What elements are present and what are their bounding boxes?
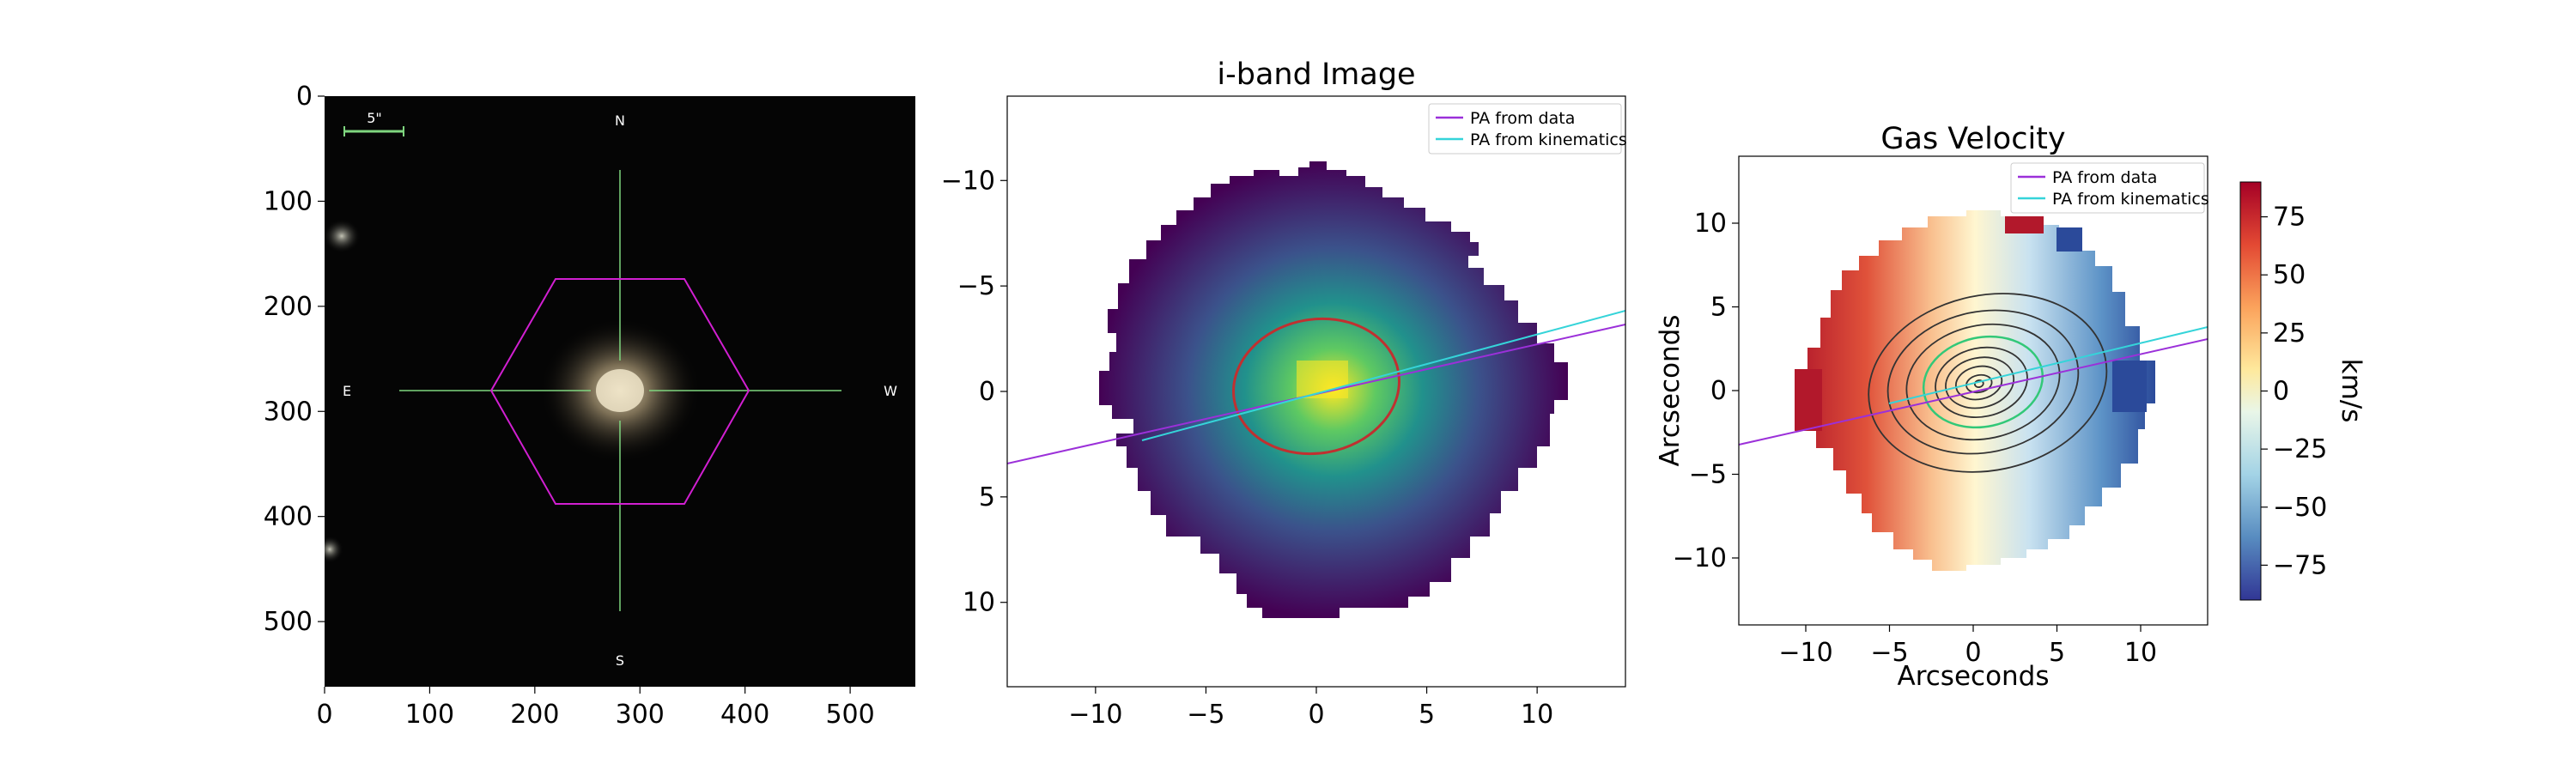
pa-kinematics-line [1141,310,1625,441]
pa-data-line [1739,338,2208,446]
velocity-title: Gas Velocity [1880,122,2065,156]
colorbar-tick-label: 25 [2273,318,2306,349]
colorbar-tick-label: −50 [2273,493,2327,523]
y-tick-label: 5 [979,482,995,512]
colorbar-tick-label: 0 [2273,377,2289,407]
y-tick-label: −5 [957,271,995,301]
gas-velocity-panel: Gas Velocity −10 −5 0 5 101 [1655,122,2366,692]
sdss-cutout-panel: 5" N S E W 0 100 200 300 400 500 0 100 200 300 400… [264,82,915,730]
velocity-pixel [2005,216,2044,233]
colorbar-label: km/s [2336,359,2366,423]
colorbar-tick-label: 75 [2273,203,2306,233]
x-tick-label: 500 [825,700,874,730]
y-tick-label: 5 [1710,293,1727,323]
iband-panel: i-band Image −10 −5 0 5 10 −10 −5 0 5 10 PA from … [941,58,1627,730]
iband-legend: PA from data PA from kinematics [1428,103,1627,155]
y-tick-label: 500 [264,607,313,637]
y-tick-label: −5 [1689,460,1727,490]
y-tick-label: −10 [1673,543,1727,573]
x-tick-label: 5 [2049,638,2065,668]
x-tick-label: −5 [1870,638,1908,668]
x-tick-label: −5 [1187,700,1224,730]
x-tick-label: −10 [1778,638,1832,668]
iband-ticks: −10 −5 0 5 10 −10 −5 0 5 10 [941,166,1554,730]
y-tick-label: 0 [1710,376,1727,406]
ifu-hexagon [489,278,750,505]
colorbar-tick-label: 50 [2273,260,2306,290]
y-tick-label: 200 [264,292,313,322]
y-tick-label: 100 [264,186,313,216]
x-tick-label: 10 [2124,638,2157,668]
velocity-xlabel: Arcseconds [1897,661,2049,692]
y-tick-label: −10 [941,166,995,196]
x-tick-label: 300 [616,700,665,730]
velocity-pixel [2057,227,2082,252]
compass-east: E [343,383,351,399]
legend-label-pa-kinematics: PA from kinematics [1470,130,1627,149]
colorbar-tick-label: −25 [2273,434,2327,464]
colorbar-ticks: 75 50 25 0 −25 −50 −75 [2261,203,2327,580]
x-tick-label: 0 [316,700,332,730]
y-tick-label: 300 [264,397,313,427]
compass-south: S [616,652,624,669]
x-tick-label: 100 [405,700,454,730]
x-tick-label: 0 [1308,700,1324,730]
colorbar-tick-label: −75 [2273,550,2327,580]
y-tick-label: 400 [264,502,313,532]
scale-bar-label: 5" [367,110,382,126]
legend-label-pa-data: PA from data [2052,168,2157,187]
velocity-legend: PA from data PA from kinematics [2010,162,2209,214]
velocity-ylabel: Arcseconds [1655,314,1686,466]
x-tick-label: 5 [1419,700,1435,730]
sdss-ticks: 0 100 200 300 400 500 0 100 200 300 400 500 [264,82,875,730]
velocity-ticks: −10 −5 0 5 10 10 5 0 −5 −10 [1673,209,2157,668]
colorbar [2239,181,2262,601]
y-tick-label: 0 [979,377,995,407]
legend-label-pa-data: PA from data [1470,109,1575,128]
y-tick-label: 0 [296,82,313,112]
x-tick-label: 10 [1521,700,1553,730]
x-tick-label: 200 [510,700,559,730]
velocity-pixel [1795,369,1822,431]
velocity-map [1795,210,2155,571]
galaxy-core [596,369,644,412]
compass-west: W [884,383,897,399]
velocity-pixel [2112,361,2147,412]
pa-kinematics-line [1888,326,2208,404]
x-tick-label: 400 [720,700,769,730]
background-star [325,219,361,253]
iband-title: i-band Image [1217,58,1415,92]
y-tick-label: 10 [1694,209,1727,239]
legend-label-pa-kinematics: PA from kinematics [2052,190,2209,209]
compass-north: N [615,112,625,129]
x-tick-label: −10 [1068,700,1122,730]
background-star [325,536,343,563]
y-tick-label: 10 [963,588,995,618]
x-tick-label: 0 [1965,638,1981,668]
